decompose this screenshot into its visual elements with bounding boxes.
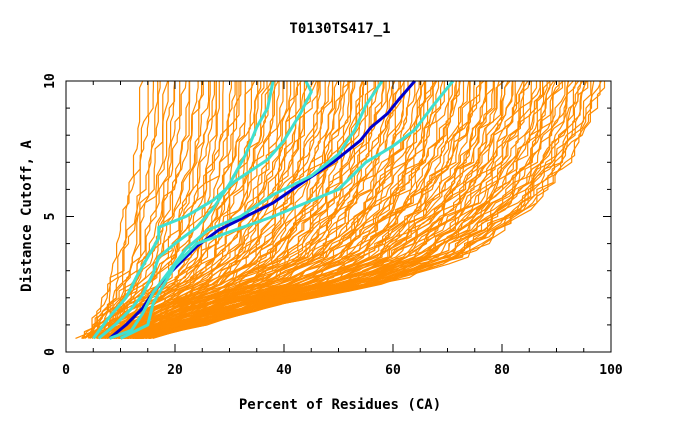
background-model-line: [121, 80, 426, 339]
y-tick-label: 0: [43, 348, 58, 356]
background-model-line: [104, 81, 326, 339]
background-model-line: [134, 80, 555, 339]
background-model-line: [121, 80, 444, 339]
tick-marks: [65, 80, 612, 353]
background-model-line: [132, 81, 494, 339]
background-model-line: [98, 81, 242, 339]
background-model-line: [148, 81, 601, 339]
x-tick-label: 60: [385, 363, 401, 378]
background-model-line: [142, 80, 532, 339]
highlight-model-line: [109, 80, 384, 340]
background-model-line: [147, 80, 564, 339]
background-model-line: [113, 81, 409, 339]
background-model-line: [144, 81, 606, 339]
background-model-line: [91, 81, 215, 339]
chart-title: T0130TS417_1: [289, 21, 390, 37]
background-model-line: [93, 81, 191, 339]
x-tick-label: 40: [276, 363, 292, 378]
background-model-line: [83, 81, 149, 339]
background-model-line: [150, 80, 587, 339]
background-model-line: [110, 81, 377, 339]
background-model-line: [81, 80, 170, 339]
x-tick-label: 0: [62, 363, 70, 378]
background-model-line: [101, 80, 315, 339]
background-model-line: [96, 80, 256, 339]
background-model-line: [89, 80, 224, 339]
background-model-line: [91, 80, 176, 339]
highlight-model-line: [92, 80, 313, 340]
y-tick-label: 5: [43, 213, 58, 221]
x-tick-label: 100: [599, 363, 623, 378]
background-model-line: [115, 81, 400, 339]
background-model-line: [129, 81, 460, 339]
background-model-line: [96, 81, 272, 339]
background-model-line: [96, 81, 204, 339]
background-model-line: [124, 81, 434, 339]
x-tick-label: 80: [494, 363, 510, 378]
background-model-line: [116, 80, 339, 339]
highlight-model-line: [97, 80, 275, 340]
y-tick-label: 10: [43, 73, 58, 89]
background-model-line: [119, 80, 367, 339]
background-model-line: [75, 80, 144, 339]
x-tick-label: 20: [167, 363, 183, 378]
background-model-line: [115, 80, 396, 339]
background-model-line: [110, 81, 334, 339]
plot-lines: [75, 80, 606, 340]
background-model-line: [93, 81, 210, 339]
y-axis-label: Distance Cutoff, A: [19, 140, 35, 292]
background-model-line: [132, 81, 514, 339]
background-model-line: [102, 81, 284, 339]
highlight-model-line: [119, 80, 455, 340]
x-axis-label: Percent of Residues (CA): [239, 397, 441, 413]
